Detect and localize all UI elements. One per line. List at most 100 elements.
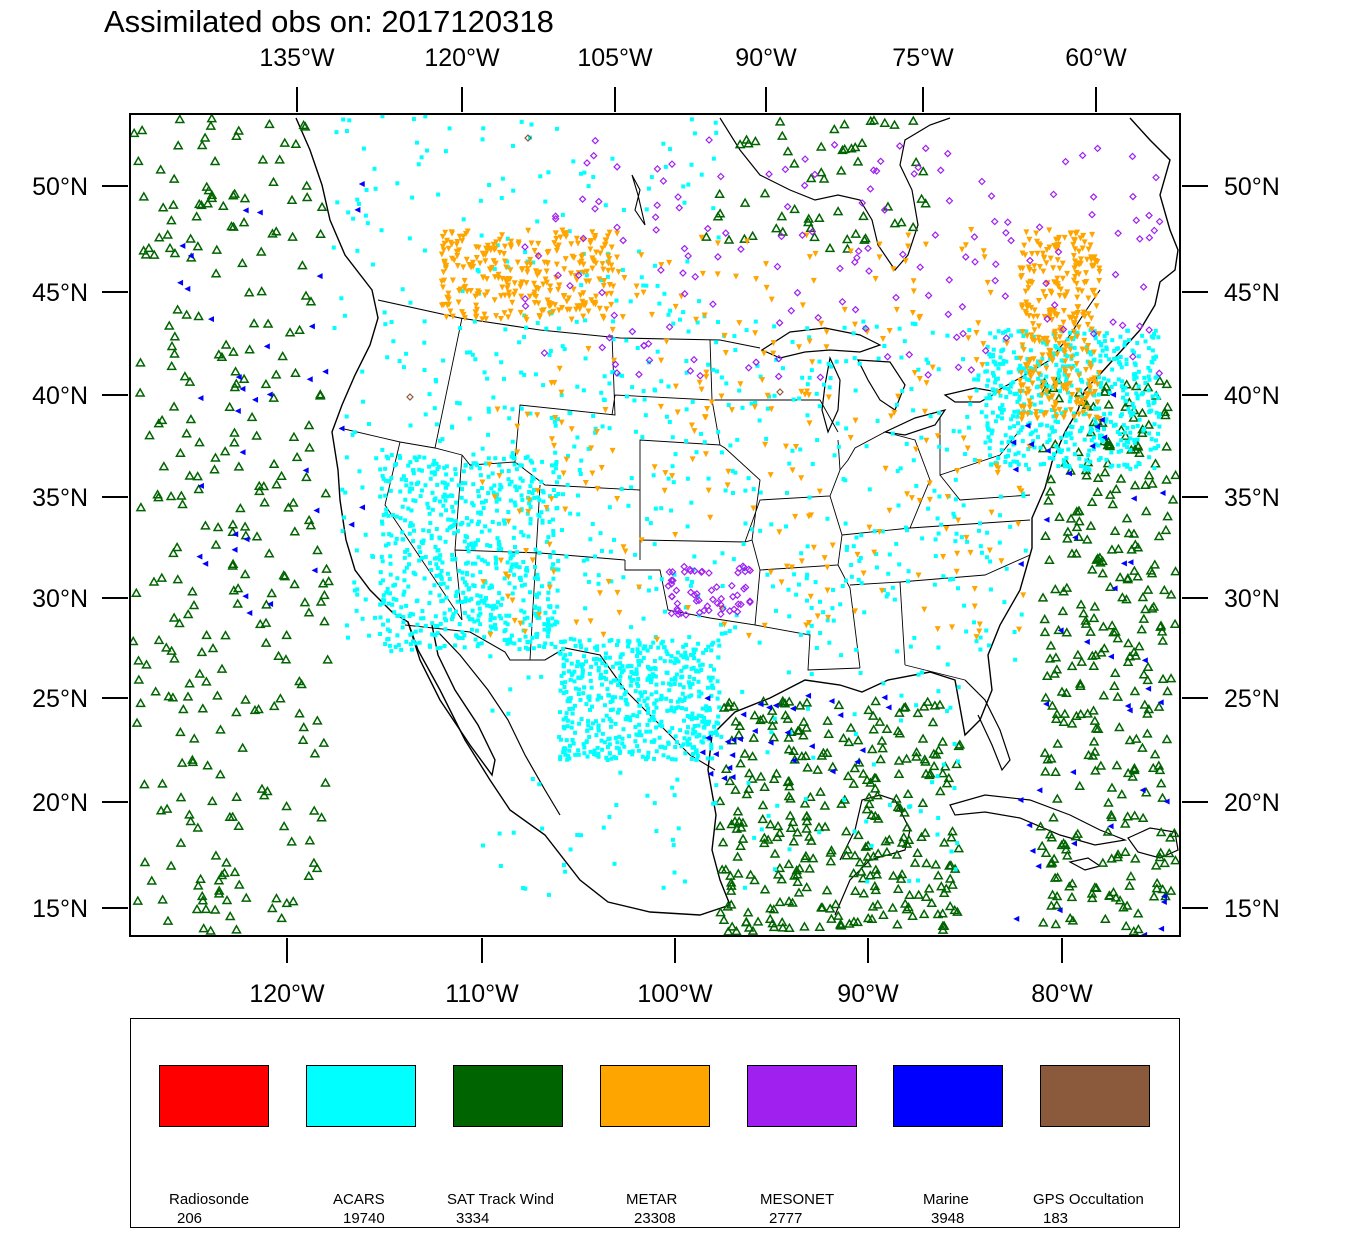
acars-marker (1016, 329, 1021, 334)
acars-marker (432, 406, 437, 411)
sat-track-wind-marker (155, 805, 167, 815)
sat-track-wind-marker (294, 708, 305, 718)
sat-track-wind-marker (799, 853, 811, 863)
metar-marker (971, 586, 978, 593)
sat-track-wind-marker (239, 193, 251, 203)
acars-marker (372, 166, 377, 171)
sat-track-wind-marker (809, 231, 820, 242)
marine-marker (730, 736, 737, 743)
metar-marker (1046, 396, 1053, 403)
metar-marker (1064, 270, 1071, 277)
acars-marker (718, 745, 723, 750)
acars-marker (772, 324, 777, 329)
acars-marker (1097, 406, 1102, 411)
sat-track-wind-marker (1062, 533, 1073, 543)
sat-track-wind-marker (920, 198, 931, 208)
acars-marker (533, 547, 538, 552)
acars-marker (1122, 442, 1127, 447)
marine-marker (1141, 931, 1148, 936)
metar-marker (547, 283, 554, 290)
acars-marker (493, 456, 498, 461)
mesonet-marker (1050, 301, 1059, 309)
acars-marker (1006, 328, 1011, 333)
mesonet-marker (521, 295, 530, 303)
acars-marker (401, 615, 406, 620)
acars-marker (1044, 363, 1049, 368)
acars-marker (603, 663, 608, 668)
metar-marker (585, 308, 592, 315)
metar-marker (934, 433, 941, 440)
acars-marker (591, 657, 596, 662)
acars-marker (381, 622, 386, 627)
sat-track-wind-marker (1112, 691, 1124, 701)
metar-marker (1062, 358, 1069, 365)
acars-marker (631, 713, 636, 718)
metar-marker (923, 380, 930, 387)
acars-marker (519, 530, 524, 535)
mesonet-marker (574, 271, 583, 280)
sat-track-wind-marker (283, 502, 294, 512)
acars-marker (478, 594, 483, 599)
acars-marker (635, 346, 640, 351)
acars-marker (692, 724, 697, 729)
sat-track-wind-marker (209, 464, 220, 474)
metar-marker (1089, 376, 1096, 383)
metar-marker (493, 313, 500, 320)
acars-marker (608, 549, 613, 554)
metar-marker (684, 604, 691, 611)
metar-marker (542, 276, 549, 283)
sat-track-wind-marker (934, 699, 946, 709)
acars-marker (540, 488, 545, 493)
acars-marker (1097, 392, 1102, 397)
acars-marker (1069, 436, 1074, 441)
acars-marker (599, 278, 604, 283)
acars-marker (570, 738, 575, 743)
acars-marker (630, 752, 635, 757)
acars-marker (541, 499, 546, 504)
acars-marker (987, 446, 992, 451)
sat-track-wind-marker (138, 191, 150, 201)
acars-marker (694, 450, 699, 455)
sat-track-wind-marker (861, 804, 873, 814)
acars-marker (457, 401, 462, 406)
sat-track-wind-marker (747, 773, 758, 783)
sat-track-wind-marker (1061, 627, 1073, 637)
acars-marker (447, 607, 452, 612)
acars-marker (1146, 374, 1151, 379)
metar-marker (1023, 364, 1030, 371)
acars-marker (668, 659, 673, 664)
acars-marker (497, 463, 502, 468)
mesonet-marker (685, 565, 694, 574)
metar-marker (491, 297, 498, 304)
acars-marker (706, 362, 711, 367)
sat-track-wind-marker (1048, 812, 1059, 822)
mesonet-marker (680, 289, 689, 298)
sat-track-wind-marker (1040, 847, 1052, 858)
acars-marker (587, 638, 592, 643)
sat-track-wind-marker (227, 526, 238, 536)
sat-track-wind-marker (1050, 652, 1062, 662)
metar-marker (806, 420, 813, 427)
acars-marker (858, 555, 863, 560)
sat-track-wind-marker (768, 904, 780, 914)
acars-marker (341, 117, 346, 122)
acars-marker (579, 283, 584, 288)
acars-marker (620, 267, 625, 272)
mesonet-marker (1026, 256, 1034, 265)
acars-marker (696, 679, 701, 684)
acars-marker (1092, 417, 1097, 422)
acars-marker (710, 685, 715, 690)
acars-marker (428, 590, 433, 595)
metar-marker (560, 470, 567, 477)
sat-track-wind-marker (872, 899, 884, 909)
metar-marker (783, 563, 790, 570)
marine-marker (246, 610, 253, 617)
acars-marker (379, 519, 384, 524)
acars-marker (1120, 379, 1125, 384)
acars-marker (998, 355, 1003, 360)
acars-marker (919, 435, 924, 440)
acars-marker (447, 576, 452, 581)
acars-marker (528, 517, 533, 522)
acars-marker (1044, 374, 1049, 379)
metar-marker (1069, 391, 1076, 398)
